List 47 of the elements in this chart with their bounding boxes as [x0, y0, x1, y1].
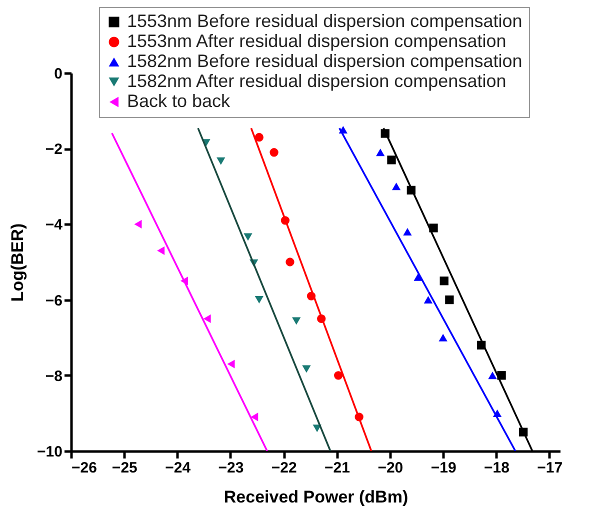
point [134, 220, 142, 229]
x-tick-label: −21 [324, 460, 350, 476]
x-tick-label: −24 [165, 460, 192, 476]
point [392, 182, 401, 190]
point [445, 295, 454, 304]
point [387, 156, 396, 164]
y-tick-label: −2 [45, 141, 62, 158]
point [302, 365, 311, 373]
point [286, 258, 294, 266]
point [203, 314, 211, 324]
point [270, 148, 278, 157]
point [376, 148, 385, 156]
point [292, 317, 301, 325]
point [334, 371, 343, 380]
point [157, 246, 165, 255]
point [488, 372, 497, 380]
legend-label: 1582nm After residual dispersion compensation [127, 71, 506, 91]
point [216, 157, 226, 165]
legend-label: 1553nm After residual dispersion compensation [127, 31, 506, 51]
point [244, 233, 252, 241]
x-tick-label: −18 [484, 460, 510, 476]
y-tick-label: −6 [45, 292, 62, 310]
x-tick-label: −23 [218, 460, 244, 476]
y-axis-title: Log(BER) [8, 223, 28, 302]
point [429, 224, 438, 232]
x-tick-label: −19 [430, 460, 456, 476]
legend-label: Back to back [127, 91, 232, 111]
x-tick-label: −25 [112, 460, 138, 476]
point [250, 412, 258, 422]
y-tick-label: 0 [54, 66, 62, 82]
x-tick-label: −17 [537, 460, 563, 476]
point [438, 334, 448, 342]
point [254, 132, 264, 142]
y-tick-label: −8 [45, 368, 62, 385]
point [424, 296, 433, 304]
y-tick-label: −10 [37, 444, 62, 460]
y-tick-label: −4 [45, 216, 64, 234]
x-axis-title: Received Power (dBm) [224, 488, 408, 506]
point [227, 360, 235, 368]
x-tick-label: −20 [378, 460, 404, 476]
point [440, 276, 448, 286]
point [403, 228, 412, 236]
x-tick-label: −22 [271, 460, 297, 476]
x-tick-label: −26 [72, 460, 97, 476]
legend-label: 1553nm Before residual dispersion compensation [127, 11, 522, 31]
point [254, 296, 264, 304]
legend-label: 1582nm Before residual dispersion compensation [127, 51, 522, 71]
